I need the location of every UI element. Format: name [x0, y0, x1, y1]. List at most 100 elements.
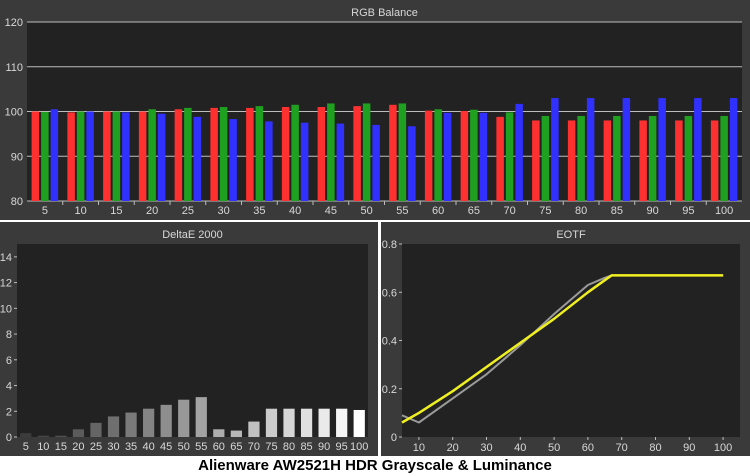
eotf-x-tick-label: 80	[649, 442, 661, 454]
deltae-x-tick-label: 45	[160, 441, 172, 453]
deltae-x-tick-label: 5	[23, 441, 29, 453]
rgb-bar	[613, 115, 621, 201]
deltae-bar	[143, 408, 155, 437]
eotf-y-tick-label: 0.6	[382, 287, 397, 299]
rgb-bar	[398, 103, 407, 201]
rgb-bar	[31, 111, 40, 201]
rgb-bar	[551, 98, 559, 201]
rgb-x-tick-label: 5	[42, 205, 48, 217]
deltae-y-tick-label: 10	[0, 303, 12, 315]
deltae-bar	[178, 399, 190, 437]
rgb-bar	[675, 120, 683, 201]
deltae-y-tick-label: 14	[0, 252, 12, 264]
rgb-chart-title: RGB Balance	[351, 7, 418, 19]
rgb-bar	[174, 109, 183, 201]
deltae-bar	[318, 408, 330, 437]
rgb-x-tick-label: 40	[289, 205, 301, 217]
rgb-balance-chart: RGB Balance 80 90 100 110 120 5 10 15 20 25 30 35 40 4…	[0, 0, 750, 220]
deltae-x-tick-label: 70	[248, 441, 260, 453]
rgb-bar	[255, 106, 264, 201]
deltae-bar	[265, 408, 278, 437]
rgb-bar	[184, 107, 192, 201]
eotf-x-tick-label: 40	[514, 442, 526, 454]
figure-caption: Alienware AW2521H HDR Grayscale & Lumina…	[198, 457, 552, 474]
eotf-x-tick-label: 20	[447, 442, 459, 454]
rgb-bar	[710, 120, 719, 201]
rgb-bar	[658, 98, 666, 201]
eotf-y-tick-label: 0.8	[382, 239, 397, 251]
deltae-y-tick-label: 12	[0, 278, 12, 290]
deltae-y-tick-label: 2	[6, 406, 12, 418]
rgb-bar	[210, 107, 218, 201]
deltae-bar	[20, 433, 32, 437]
rgb-bar	[336, 123, 345, 201]
rgb-bar	[281, 107, 290, 201]
deltae-x-tick-label: 90	[318, 441, 330, 453]
deltae-bar	[72, 429, 85, 437]
rgb-bar	[86, 111, 94, 201]
deltae-bar	[55, 435, 67, 437]
eotf-x-tick-label: 90	[683, 442, 695, 454]
rgb-bar	[50, 109, 59, 201]
deltae-bar	[230, 430, 242, 437]
eotf-x-tick-label: 60	[582, 442, 594, 454]
rgb-bar	[193, 116, 202, 201]
eotf-x-tick-label: 10	[413, 442, 425, 454]
eotf-x-tick-label: 30	[480, 442, 492, 454]
rgb-bar	[122, 112, 130, 201]
rgb-x-tick-label: 35	[253, 205, 265, 217]
deltae-x-tick-label: 55	[195, 441, 207, 453]
rgb-y-tick-label: 120	[5, 17, 23, 29]
rgb-bar	[67, 112, 75, 201]
deltae-x-tick-label: 35	[125, 441, 137, 453]
deltae-x-tick-label: 65	[230, 441, 242, 453]
eotf-measured-line	[401, 274, 724, 424]
rgb-x-tick-label: 55	[396, 205, 408, 217]
rgb-y-tick-label: 110	[5, 62, 23, 74]
rgb-x-tick-label: 90	[647, 205, 659, 217]
deltae-y-tick-label: 4	[6, 381, 12, 393]
rgb-bar	[541, 115, 550, 201]
deltae-bar	[125, 412, 137, 437]
rgb-bar	[157, 113, 166, 201]
rgb-bar	[265, 121, 273, 201]
deltae-x-tick-label: 40	[143, 441, 155, 453]
deltae-x-tick-label: 25	[90, 441, 102, 453]
rgb-x-tick-label: 85	[611, 205, 623, 217]
rgb-bar	[586, 98, 595, 201]
deltae-plot-area	[17, 244, 368, 437]
eotf-plot-area	[402, 244, 740, 437]
rgb-bar	[460, 111, 469, 201]
rgb-x-tick-label: 60	[432, 205, 444, 217]
rgb-bar	[372, 124, 380, 201]
rgb-bar	[479, 112, 488, 201]
rgb-x-tick-label: 15	[110, 205, 122, 217]
deltae-bar	[283, 408, 295, 437]
deltae-x-tick-label: 30	[107, 441, 119, 453]
rgb-bar	[603, 120, 612, 201]
rgb-bar	[567, 120, 576, 201]
rgb-bar	[229, 119, 237, 201]
deltae-bar	[336, 408, 348, 437]
rgb-bar	[470, 109, 478, 201]
rgb-bar	[291, 104, 299, 201]
rgb-bar	[684, 115, 693, 201]
rgb-x-tick-label: 65	[468, 205, 480, 217]
deltae-chart-title: DeltaE 2000	[162, 229, 223, 241]
deltae-bar	[37, 435, 49, 437]
rgb-bar	[729, 98, 738, 201]
rgb-bar	[622, 98, 631, 201]
deltae-bar	[248, 421, 260, 437]
rgb-bar	[515, 103, 523, 201]
rgb-bar	[41, 111, 49, 201]
rgb-x-tick-label: 80	[575, 205, 587, 217]
rgb-bar	[496, 116, 504, 201]
rgb-bar	[577, 115, 585, 201]
rgb-x-tick-label: 30	[218, 205, 230, 217]
rgb-bar	[362, 103, 371, 201]
rgb-x-tick-label: 20	[146, 205, 158, 217]
rgb-x-tick-label: 100	[715, 205, 733, 217]
deltae-x-tick-label: 80	[283, 441, 295, 453]
rgb-bar	[389, 104, 397, 201]
rgb-bar	[138, 111, 147, 201]
